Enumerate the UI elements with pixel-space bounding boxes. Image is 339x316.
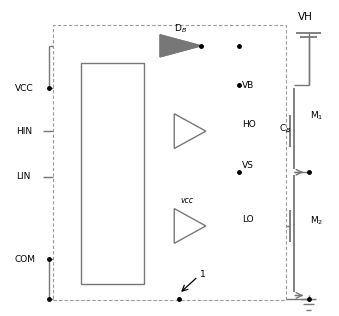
Text: VH: VH (298, 12, 313, 22)
Polygon shape (174, 114, 206, 149)
Text: 1: 1 (200, 270, 205, 279)
Text: vcc: vcc (181, 196, 194, 205)
Text: M$_1$: M$_1$ (310, 110, 323, 122)
Polygon shape (174, 209, 206, 243)
Bar (53, 25, 286, 300)
Text: VS: VS (242, 161, 254, 170)
Text: C$_B$: C$_B$ (279, 123, 291, 135)
Text: M$_2$: M$_2$ (310, 215, 323, 228)
Text: VB: VB (242, 81, 255, 90)
Text: D$_B$: D$_B$ (174, 22, 187, 35)
Text: VCC: VCC (15, 84, 33, 93)
Polygon shape (160, 35, 201, 57)
Text: LO: LO (242, 215, 254, 224)
Text: HO: HO (242, 120, 256, 129)
Text: LIN: LIN (16, 173, 31, 181)
Text: COM: COM (15, 255, 36, 264)
Polygon shape (160, 35, 201, 57)
Text: HIN: HIN (16, 127, 32, 136)
Bar (81, 63, 144, 284)
